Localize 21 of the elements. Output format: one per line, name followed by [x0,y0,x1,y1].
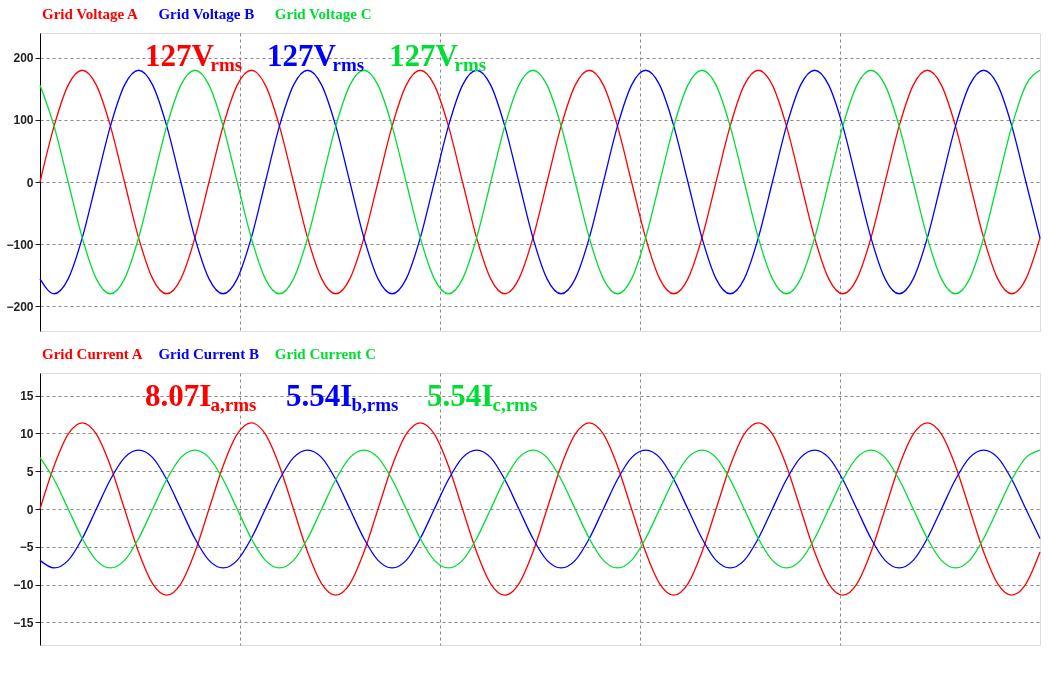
text: Grid Current A [42,346,143,362]
y-tick-label: −10 [13,578,34,593]
text: Grid Voltage A [42,6,139,22]
y-tick-label: 15 [20,389,34,404]
line-series [39,422,1041,596]
y-tick-label: 100 [13,113,34,128]
text: Grid Current B [158,346,259,362]
y-tick-label: −100 [6,237,34,252]
y-tick-label: 0 [26,175,34,190]
y-tick-label: −15 [13,615,34,630]
y-tick-label: −5 [19,540,34,555]
text: Grid Current C [274,346,377,362]
y-tick-label: 10 [20,426,34,441]
text: Grid Voltage C [274,6,372,22]
line-series [39,69,1041,295]
y-tick-label: 5 [26,464,34,479]
line-series [39,449,1041,569]
y-tick-label: 0 [26,502,34,517]
text: Grid Voltage B [158,6,255,22]
y-tick-label: −200 [6,299,34,314]
y-tick-label: 200 [13,51,34,66]
